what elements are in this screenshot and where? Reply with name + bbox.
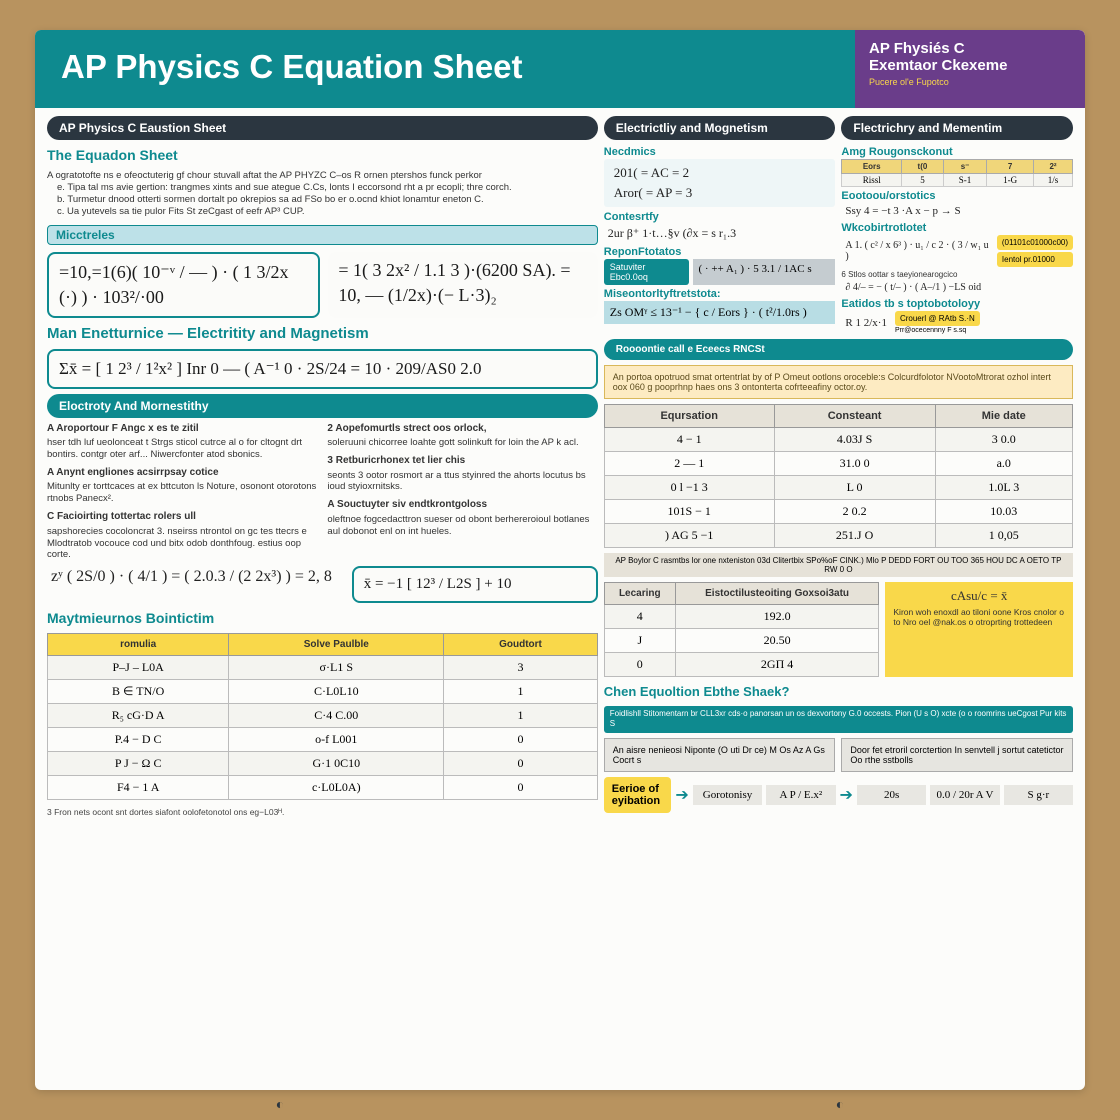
table-row: 4 − 14.03J S3 0.0 — [604, 428, 1072, 452]
table-row: P J − Ω CG·1 0C100 — [48, 752, 598, 776]
yellow-sidebar: cAsu/c = x̄ Kiron woh enoxdl ao tiloni o… — [885, 582, 1073, 677]
right-column: Electrictliy and Mognetism Flectrichry a… — [604, 116, 1073, 1084]
table-row: P–J – L0Aσ·L1 S3 — [48, 656, 598, 680]
table-row: R₅ cG·D AC·4 C.001 — [48, 704, 598, 728]
equation-sheet: AP Physics C Equation Sheet AP Fhysiés C… — [35, 30, 1085, 1090]
page-title: AP Physics C Equation Sheet — [35, 30, 855, 108]
table-row: J20.50 — [604, 629, 879, 653]
learning-table: Lecaring Eistoctilusteoiting Goxsoi3atu … — [604, 582, 880, 677]
eq-box-2: = 1( 3 2x² / 1.1 3 )·(6200 SA). = 10, — … — [328, 252, 597, 318]
arrow-label: Eerioe of eyibation — [604, 777, 672, 813]
pill-em: Eloctroty And Mornestithy — [47, 394, 598, 418]
callout-box: An portoa opotruod smat ortentrlat by of… — [604, 365, 1073, 399]
chen-bar: Foidlishll Stitomentarn br CLL3xr cds·o … — [604, 706, 1073, 733]
content-columns: AP Physics C Eaustion Sheet The Equadon … — [35, 108, 1085, 1090]
arrow-row: Eerioe of eyibation ➔ Gorotonisy A P / E… — [604, 777, 1073, 813]
table-row: 4192.0 — [604, 605, 879, 629]
chen-heading: Chen Equoltion Ebthe Shaek? — [604, 684, 1073, 699]
amp-table: Eorst(0s⁻72² Rissl5S-11-G1/s — [841, 159, 1073, 187]
table-row: ) AG 5 −1251.J O1 0,05 — [604, 524, 1072, 548]
table-footnote: 3 Fron nets ocont snt dortes siafont ool… — [47, 807, 598, 817]
table-row: 2 — 131.0 0a.0 — [604, 452, 1072, 476]
cta-left: An aisre nenieosi Niponte (O uti Dr ce) … — [604, 738, 836, 772]
table2-footer: AP Boylor C rasmtbs lor one nxteniston 0… — [604, 553, 1073, 577]
eq-box-1: =10,=1(6)( 10⁻ᵛ / — ) · ( 1 3/2x (·) ) ·… — [47, 252, 320, 318]
secondary-split: Lecaring Eistoctilusteoiting Goxsoi3atu … — [604, 582, 1073, 677]
left-column: AP Physics C Eaustion Sheet The Equadon … — [47, 116, 598, 1084]
mechanics-equations: =10,=1(6)( 10⁻ᵛ / — ) · ( 1 3/2x (·) ) ·… — [47, 252, 598, 318]
table-row: 02GП 4 — [604, 653, 879, 677]
eq-em-box: Σx̄ = [ 1 2³ / 1²x² ] Inr 0 — ( A⁻¹ 0 · … — [47, 349, 598, 389]
eq-bot-left: zʸ ( 2S/0 ) · ( 4/1 ) = ( 2.0.3 / (2 2x³… — [47, 566, 344, 603]
badge-line1: AP Fhysiés C — [869, 40, 1071, 57]
table-row: B ∈ TN/OC·L0L101 — [48, 680, 598, 704]
constants-table: Eqursation Consteant Mie date 4 − 14.03J… — [604, 404, 1073, 548]
arrow-icon: ➔ — [675, 785, 688, 805]
bottom-equations: zʸ ( 2S/0 ) · ( 4/1 ) = ( 2.0.3 / (2 2x³… — [47, 566, 598, 603]
bottom-pill: Roooontie call e Eceecs RNCSt — [604, 339, 1073, 360]
table-row: P.4 − D Co-f L0010 — [48, 728, 598, 752]
subtitle-equation-sheet: The Equadon Sheet — [47, 147, 598, 163]
cta-row: An aisre nenieosi Niponte (O uti Dr ce) … — [604, 738, 1073, 772]
right-top-split: Necdmics 201( = AC = 2 Aror( = AP = 3 Co… — [604, 145, 1073, 334]
pill-em-a: Electrictliy and Mognetism — [604, 116, 836, 140]
formula-table: romulia Solve Paulble Goudtort P–J – L0A… — [47, 633, 598, 800]
eq-bot-right: x̄ = −1 [ 12³ / L2S ] + 10 — [352, 566, 598, 603]
badge-line2: Exemtaor Ckexeme — [869, 57, 1071, 74]
table-row: F4 − 1 Ac·L0L0A)0 — [48, 776, 598, 800]
right-pill-row: Electrictliy and Mognetism Flectrichry a… — [604, 116, 1073, 140]
section-pill-top: AP Physics C Eaustion Sheet — [47, 116, 598, 140]
header: AP Physics C Equation Sheet AP Fhysiés C… — [35, 30, 1085, 108]
badge-line3: Pucere ol'e Fupotco — [869, 77, 1071, 87]
mechanics-label: Micctreles — [47, 225, 598, 245]
subtitle-em: Man Enetturnice — Electritity and Magnet… — [47, 325, 598, 342]
table-row: 101S − 12 0.210.03 — [604, 500, 1072, 524]
two-column-text: A Aroportour F Angc x es te zitil hser t… — [47, 423, 598, 562]
magnetism-label: Maytmieurnos Bointictim — [47, 610, 598, 626]
intro-paragraph: A ogratotofte ns e ofeoctuterig gf chour… — [47, 170, 598, 218]
pill-em-b: Flectrichry and Mementim — [841, 116, 1073, 140]
mech-mini: 201( = AC = 2 Aror( = AP = 3 — [604, 159, 836, 207]
exam-badge: AP Fhysiés C Exemtaor Ckexeme Pucere ol'… — [855, 30, 1085, 108]
arrow-icon: ➔ — [840, 785, 853, 805]
table-row: 0 l −1 3L 01.0L 3 — [604, 476, 1072, 500]
cta-right: Door fet etroril corctertion In senvtell… — [841, 738, 1073, 772]
